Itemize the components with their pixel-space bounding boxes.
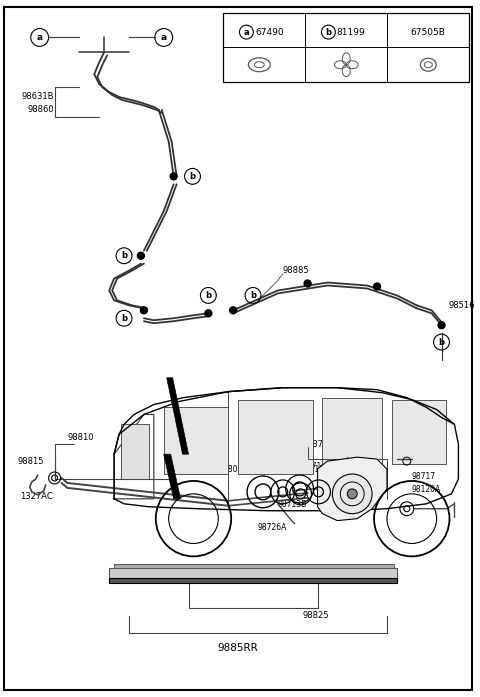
Circle shape (347, 489, 357, 499)
Text: a: a (161, 33, 167, 42)
Bar (238, 399, 312, 474)
Circle shape (373, 283, 381, 290)
Bar (392, 399, 446, 464)
Circle shape (140, 307, 147, 314)
Text: a: a (243, 28, 249, 36)
Circle shape (137, 252, 144, 259)
Text: b: b (250, 291, 256, 300)
Text: 98825: 98825 (302, 611, 329, 620)
Text: 98815: 98815 (18, 457, 44, 466)
Text: 67490: 67490 (255, 28, 284, 36)
Text: 98012: 98012 (223, 465, 247, 474)
Text: 98700: 98700 (308, 440, 334, 449)
Text: 98710: 98710 (302, 462, 327, 471)
Text: b: b (439, 337, 444, 346)
Text: 1327AC: 1327AC (20, 492, 53, 501)
Text: b: b (325, 28, 331, 36)
Text: b: b (190, 172, 195, 181)
Text: b: b (121, 314, 127, 323)
Circle shape (205, 309, 212, 316)
Circle shape (438, 322, 445, 329)
Text: 98717: 98717 (412, 472, 436, 481)
Polygon shape (317, 457, 387, 521)
Text: 98810: 98810 (68, 433, 94, 442)
Circle shape (170, 173, 177, 180)
Text: 98713B: 98713B (278, 500, 307, 509)
Bar (109, 568, 397, 580)
Polygon shape (167, 378, 189, 454)
Text: b: b (121, 251, 127, 260)
Text: 98711B: 98711B (300, 465, 330, 474)
Bar (223, 13, 469, 82)
Text: a: a (36, 33, 43, 42)
Bar (121, 424, 149, 479)
Circle shape (230, 307, 237, 314)
Text: 98726A: 98726A (258, 523, 288, 532)
Text: 98885: 98885 (283, 266, 310, 275)
Text: 98631B: 98631B (22, 93, 54, 102)
Text: 9885RR: 9885RR (218, 643, 259, 652)
Text: b: b (205, 291, 211, 300)
Bar (114, 565, 394, 568)
Text: 98860: 98860 (28, 105, 54, 114)
Bar (164, 406, 228, 474)
Circle shape (332, 474, 372, 514)
Text: 67505B: 67505B (411, 28, 446, 36)
Text: 98714C: 98714C (268, 465, 297, 474)
Polygon shape (164, 454, 180, 499)
Circle shape (304, 280, 311, 287)
Bar (323, 397, 382, 472)
Text: 81199: 81199 (337, 28, 366, 36)
Text: 98120A: 98120A (412, 485, 441, 494)
Text: 98516: 98516 (448, 301, 475, 310)
Bar (109, 579, 397, 583)
